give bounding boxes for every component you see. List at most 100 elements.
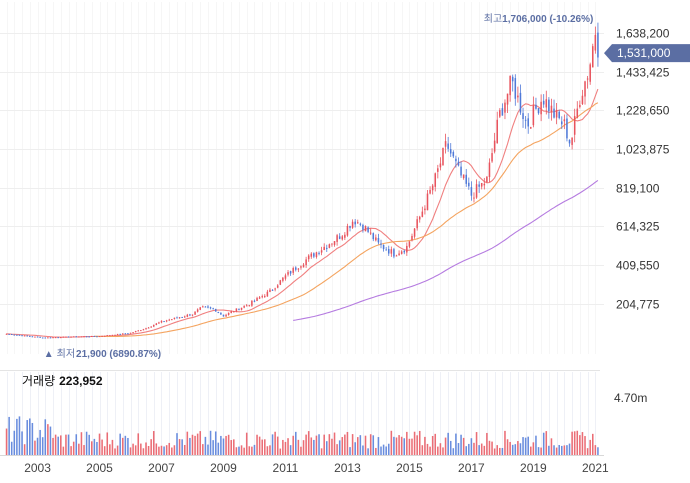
candle-body: [29, 335, 31, 337]
candle-body: [222, 314, 225, 317]
volume-bar: [465, 446, 468, 455]
volume-bar: [147, 445, 150, 455]
volume-label: 거래량 223,952: [22, 374, 103, 388]
candle-body: [212, 308, 214, 310]
volume-bar: [289, 445, 292, 455]
candle-body: [137, 330, 140, 332]
candle-body: [411, 235, 413, 241]
candle-body: [60, 337, 62, 339]
candle-body: [594, 34, 597, 51]
volume-bar: [60, 435, 62, 455]
volume-bar: [331, 438, 333, 455]
volume-bar: [431, 435, 434, 455]
candle-body: [473, 197, 475, 199]
candle-body: [310, 253, 313, 257]
candle-body: [300, 266, 302, 268]
volume-bar: [10, 441, 13, 455]
volume-bar: [537, 447, 540, 455]
volume-bar: [354, 442, 356, 455]
candle-body: [173, 317, 176, 319]
candle-body: [10, 333, 13, 335]
candle-body: [287, 272, 289, 275]
volume-bar: [416, 435, 418, 455]
candle-body: [380, 243, 382, 245]
candle-body: [196, 309, 199, 312]
candle-body: [62, 336, 65, 338]
volume-bar: [385, 446, 387, 455]
volume-bar: [558, 444, 560, 455]
candle-body: [499, 110, 501, 117]
volume-bar: [522, 437, 524, 455]
volume-bar: [165, 445, 168, 455]
volume-bar: [496, 445, 498, 455]
volume-bar: [408, 438, 411, 455]
volume-bar: [21, 431, 23, 455]
volume-bar: [111, 439, 114, 455]
candle-body: [57, 337, 59, 339]
candle-body: [517, 95, 519, 98]
candle-body: [256, 297, 258, 301]
candle-body: [305, 259, 307, 266]
candle-body: [189, 314, 191, 316]
volume-bar: [47, 424, 49, 455]
candle-body: [331, 243, 333, 245]
candle-body: [75, 336, 78, 338]
candle-body: [385, 249, 387, 251]
volume-bar: [114, 448, 116, 455]
volume-bar: [395, 437, 398, 455]
candle-body: [90, 336, 93, 338]
volume-bar: [499, 447, 501, 455]
volume-bar: [581, 432, 584, 455]
volume-bar: [568, 443, 571, 455]
time-axis: 2003 2005 2007 2009 2011 2013 2015 2017 2019 2021: [24, 461, 609, 475]
candle-body: [527, 118, 529, 127]
candle-body: [470, 187, 473, 196]
candle-body: [480, 183, 483, 187]
candle-body: [506, 93, 509, 105]
volume-bar: [504, 430, 506, 455]
volume-bar: [16, 418, 18, 455]
candle-body: [323, 246, 325, 251]
volume-bar: [455, 433, 457, 455]
candle-body: [491, 153, 493, 162]
candle-body: [398, 253, 400, 256]
volume-bar: [245, 432, 248, 455]
candle-body: [439, 163, 442, 168]
candle-body: [369, 232, 372, 234]
candle-body: [282, 277, 284, 281]
candle-body: [152, 324, 155, 327]
candle-body: [217, 312, 220, 314]
volume-bar: [116, 445, 119, 455]
volume-bar: [561, 445, 563, 455]
candle-body: [21, 335, 23, 337]
volume-bar: [313, 439, 315, 455]
candle-body: [245, 305, 248, 307]
volume-bar: [109, 444, 111, 455]
candle-body: [511, 76, 514, 82]
volume-bar: [140, 443, 142, 455]
volume-bar: [67, 434, 70, 455]
volume-bar: [424, 436, 426, 455]
candle-body: [568, 139, 571, 144]
candle-body: [548, 99, 550, 112]
low-annotation-prefix: 최저: [57, 348, 75, 360]
low-annotation-value: 21,900 (6890.87%): [76, 349, 161, 360]
volume-bar: [204, 436, 207, 455]
volume-bar: [23, 444, 26, 455]
volume-bar: [367, 448, 369, 455]
candle-body: [101, 335, 103, 337]
volume-bar: [176, 433, 178, 455]
volume-bar: [295, 431, 297, 455]
candle-body: [424, 208, 426, 211]
candle-body: [354, 221, 356, 225]
volume-bar: [372, 435, 375, 455]
volume-bar: [302, 440, 305, 455]
candle-body: [571, 137, 573, 145]
candle-body: [93, 335, 96, 337]
volume-bar: [287, 438, 289, 455]
candle-body: [39, 336, 41, 338]
volume-bar: [266, 446, 269, 455]
volume-bar: [88, 434, 90, 455]
candle-body: [116, 333, 119, 335]
volume-bar: [550, 438, 553, 455]
